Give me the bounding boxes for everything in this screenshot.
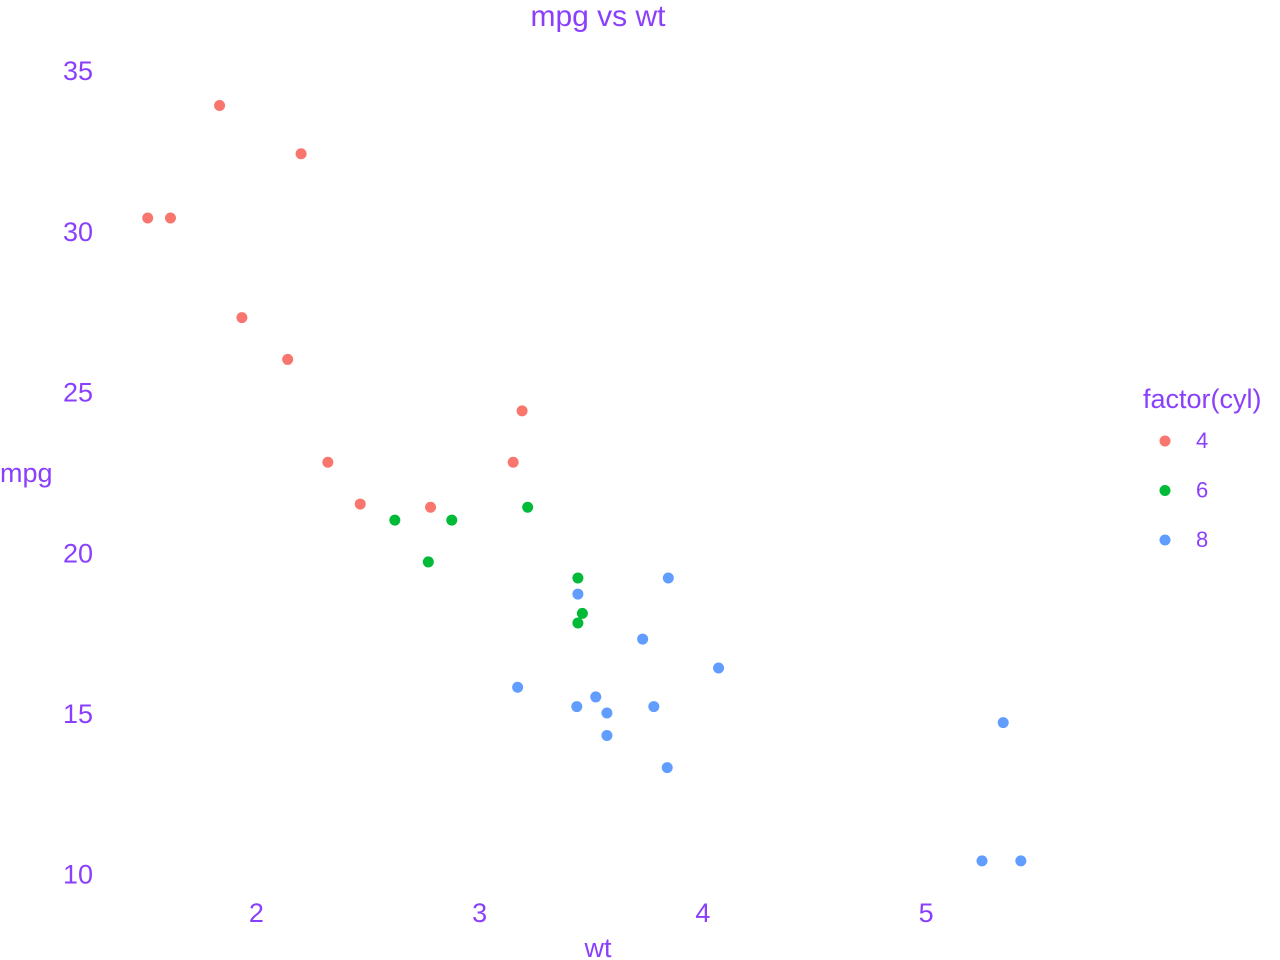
data-point-cyl-4 xyxy=(507,456,519,468)
data-point-cyl-4 xyxy=(322,456,334,468)
y-tick-label: 10 xyxy=(63,860,93,890)
x-tick-label: 5 xyxy=(919,898,934,928)
y-axis-label: mpg xyxy=(0,458,53,488)
data-point-cyl-4 xyxy=(236,312,248,324)
data-point-cyl-8 xyxy=(648,701,660,713)
y-tick-label: 35 xyxy=(63,56,93,86)
legend-key-6 xyxy=(1159,485,1171,496)
data-point-cyl-4 xyxy=(516,405,528,417)
data-point-cyl-4 xyxy=(142,212,154,224)
data-point-cyl-8 xyxy=(601,730,613,741)
data-point-cyl-8 xyxy=(997,717,1009,729)
data-point-cyl-4 xyxy=(295,148,307,160)
data-point-cyl-8 xyxy=(590,691,602,703)
legend-key-4 xyxy=(1159,435,1171,447)
data-point-cyl-6 xyxy=(572,617,584,629)
data-point-cyl-8 xyxy=(713,662,725,674)
y-tick-label: 15 xyxy=(63,699,93,729)
y-axis-ticks: 10 15 20 25 30 35 xyxy=(63,56,93,890)
legend-label-4: 4 xyxy=(1196,428,1208,453)
legend-label-6: 6 xyxy=(1196,478,1208,503)
chart-title: mpg vs wt xyxy=(530,0,666,33)
data-point-cyl-8 xyxy=(661,762,673,774)
legend-label-8: 8 xyxy=(1196,527,1208,552)
x-tick-label: 4 xyxy=(695,898,710,928)
data-point-cyl-4 xyxy=(354,498,366,510)
x-tick-label: 2 xyxy=(249,898,264,928)
data-point-cyl-8 xyxy=(571,701,583,713)
legend-items: 4 6 8 xyxy=(1159,428,1208,552)
legend-title: factor(cyl) xyxy=(1143,384,1262,414)
data-point-cyl-4 xyxy=(282,353,294,365)
data-point-cyl-6 xyxy=(389,514,401,526)
data-point-cyl-6 xyxy=(576,607,588,619)
data-point-cyl-8 xyxy=(572,588,584,600)
data-point-cyl-8 xyxy=(976,855,988,867)
data-point-cyl-8 xyxy=(601,707,613,719)
data-point-cyl-4 xyxy=(214,100,226,111)
x-axis-label: wt xyxy=(584,933,612,960)
data-point-cyl-6 xyxy=(422,556,434,568)
data-point-cyl-4 xyxy=(425,501,437,513)
data-point-cyl-8 xyxy=(662,572,674,584)
data-point-cyl-6 xyxy=(522,501,534,513)
data-point-cyl-8 xyxy=(1015,855,1027,867)
data-point-cyl-4 xyxy=(164,212,176,224)
y-tick-label: 30 xyxy=(63,217,93,247)
data-points xyxy=(142,100,1027,867)
legend: factor(cyl) 4 6 8 xyxy=(1143,384,1262,552)
data-point-cyl-6 xyxy=(572,572,584,584)
x-axis-ticks: 2 3 4 5 xyxy=(249,898,934,928)
data-point-cyl-8 xyxy=(637,633,649,645)
y-tick-label: 25 xyxy=(63,378,93,408)
data-point-cyl-6 xyxy=(446,514,458,526)
data-point-cyl-8 xyxy=(512,681,524,693)
x-tick-label: 3 xyxy=(472,898,487,928)
y-tick-label: 20 xyxy=(63,538,93,568)
legend-key-8 xyxy=(1159,534,1171,546)
